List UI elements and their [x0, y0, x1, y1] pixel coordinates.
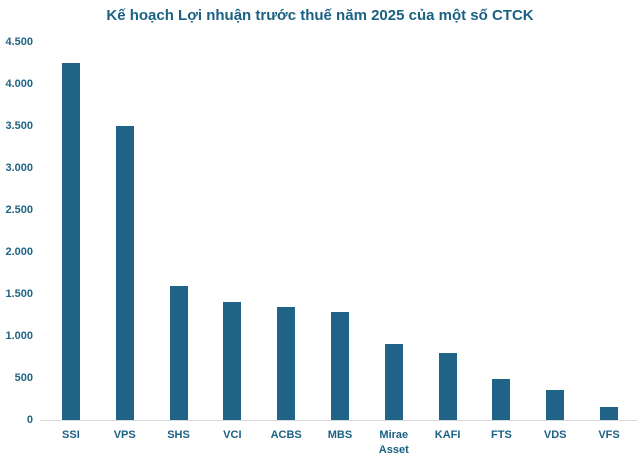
bar-slot — [152, 42, 206, 420]
x-axis-category-label: VFS — [598, 429, 620, 441]
y-axis: 0 500 1.000 1.500 2.000 2.500 3.000 3.500 4.000 4… — [0, 36, 33, 426]
bar — [277, 307, 296, 420]
bar — [223, 301, 242, 420]
bar — [61, 63, 80, 420]
bar-slot — [205, 42, 259, 420]
x-axis-category-label: SHS — [167, 429, 190, 441]
y-tick-label: 1.500 — [5, 288, 33, 300]
chart-title: Kế hoạch Lợi nhuận trước thuế năm 2025 c… — [106, 7, 534, 24]
y-tick-label: 4.000 — [5, 78, 33, 90]
bar-slot — [582, 42, 636, 420]
x-axis-category-label: KAFI — [434, 429, 461, 441]
x-axis-category-label: MBS — [327, 429, 353, 441]
x-axis-category-label: FTS — [491, 429, 512, 441]
bar-slot — [259, 42, 313, 420]
bar — [169, 286, 188, 420]
x-axis-line — [40, 420, 637, 421]
bar — [492, 378, 511, 420]
x-axis-category-label: VCI — [223, 429, 242, 441]
bar-slot — [528, 42, 582, 420]
y-tick-label: 3.500 — [5, 120, 33, 132]
bar — [438, 353, 457, 420]
bar — [115, 126, 134, 420]
bar-slot — [98, 42, 152, 420]
y-tick-label: 500 — [14, 372, 33, 384]
bar-slot — [475, 42, 529, 420]
y-tick-label: 2.500 — [5, 204, 33, 216]
y-tick-label: 0 — [26, 414, 33, 426]
x-axis-category-label: Mirae Asset — [378, 429, 409, 456]
bar — [600, 406, 619, 420]
bar — [384, 344, 403, 420]
bar-slot — [367, 42, 421, 420]
bar-slot — [44, 42, 98, 420]
bars-container — [44, 42, 636, 420]
y-tick-label: 2.000 — [5, 246, 33, 258]
x-axis-category-label: VPS — [113, 429, 136, 441]
x-axis-category-label: VDS — [543, 429, 567, 441]
x-axis-category-label: ACBS — [270, 429, 302, 441]
y-tick-label: 1.000 — [5, 330, 33, 342]
x-axis-category-label: SSI — [62, 429, 80, 441]
x-axis-labels: SSI VPS SHS VCI ACBS MBS Mirae Asset KAFI FTS VDS… — [44, 428, 636, 458]
bar-slot — [313, 42, 367, 420]
bar-slot — [421, 42, 475, 420]
y-tick-label: 3.000 — [5, 162, 33, 174]
y-tick-label: 4.500 — [5, 36, 33, 48]
bar — [330, 311, 349, 420]
bar — [546, 390, 565, 420]
